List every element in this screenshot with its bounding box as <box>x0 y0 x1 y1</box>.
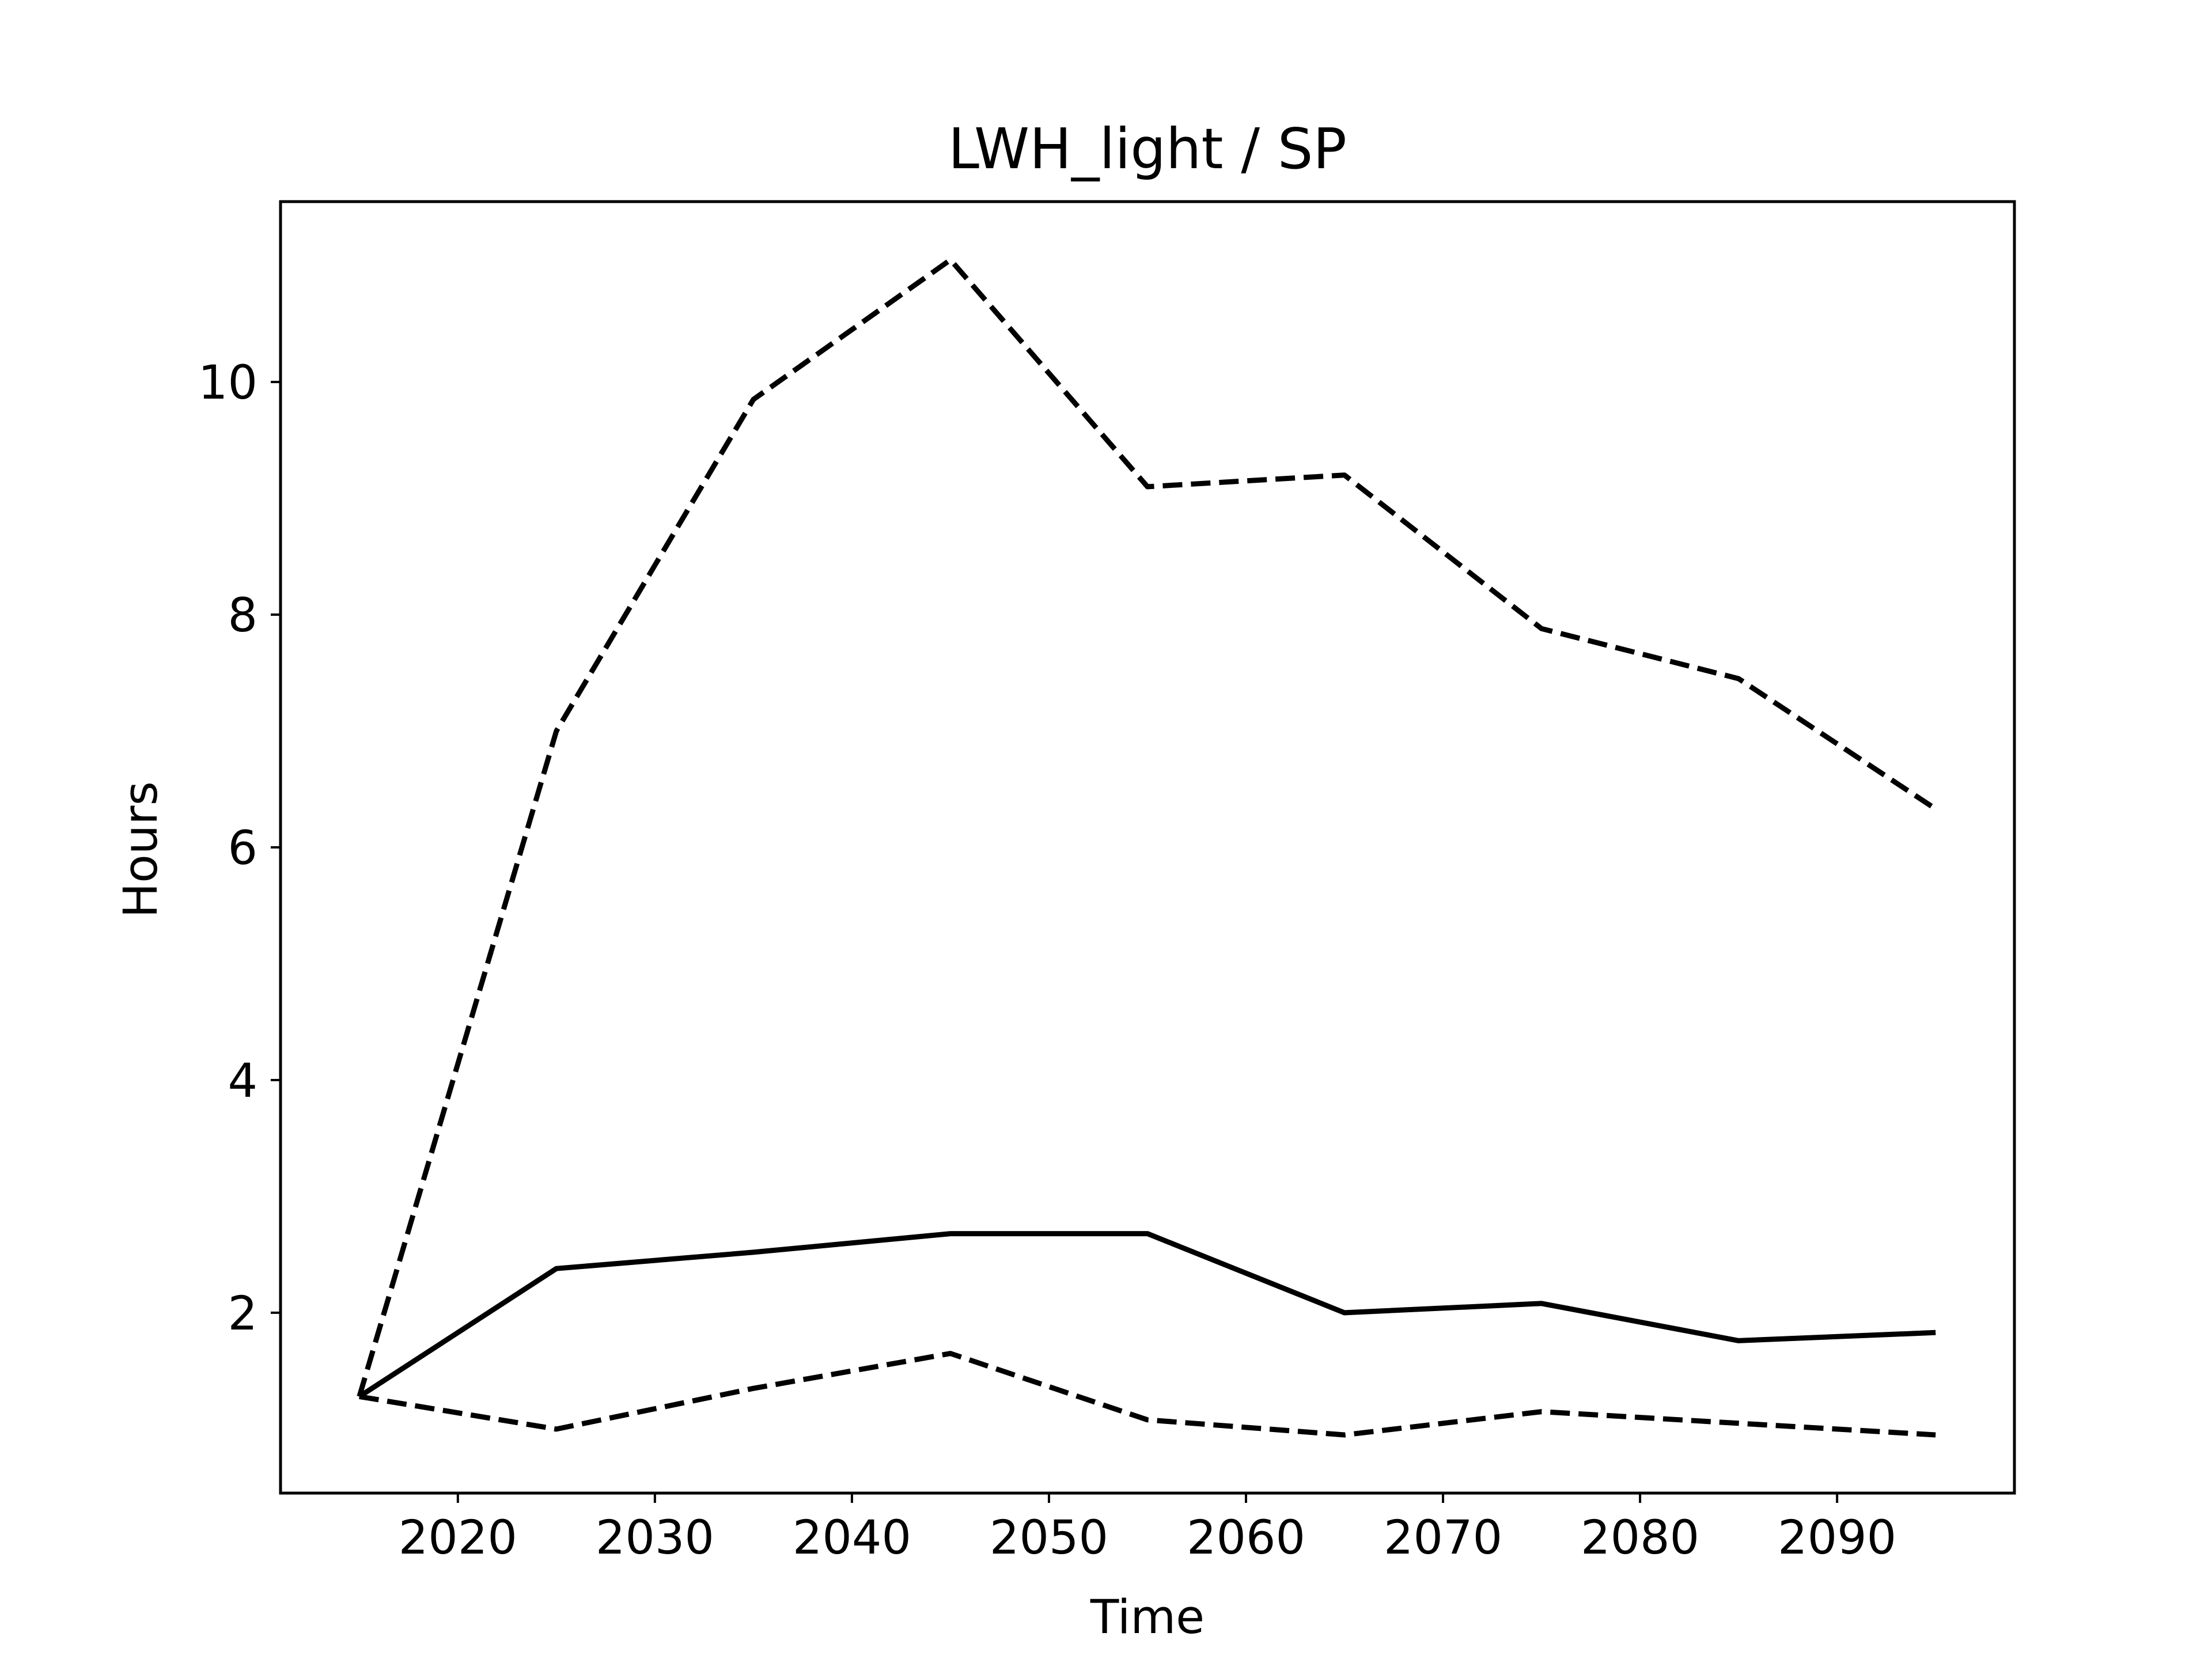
series-layer <box>357 257 1937 1438</box>
y-tick-label: 6 <box>228 821 257 876</box>
x-tick-label: 2080 <box>1581 1511 1699 1565</box>
chart-title: LWH_light / SP <box>948 116 1347 181</box>
x-tick-label: 2090 <box>1778 1511 1896 1565</box>
x-axis-label: Time <box>1090 1590 1205 1645</box>
y-tick-label: 8 <box>228 589 257 643</box>
x-axis: 2020 2030 2040 2050 2060 2070 2080 2090 <box>399 1493 1896 1565</box>
y-axis: 2 4 6 8 10 <box>198 356 281 1341</box>
y-tick-label: 10 <box>198 356 257 410</box>
x-tick-label: 2040 <box>793 1511 911 1565</box>
y-axis-label: Hours <box>114 781 168 918</box>
y-tick-label: 2 <box>228 1287 257 1341</box>
x-tick-label: 2020 <box>399 1511 517 1565</box>
x-tick-label: 2050 <box>990 1511 1108 1565</box>
series-line-3 <box>359 1351 1936 1438</box>
x-tick-label: 2070 <box>1384 1511 1502 1565</box>
x-tick-label: 2060 <box>1187 1511 1305 1565</box>
series-line-1 <box>358 1231 1936 1399</box>
series-line-2 <box>357 257 1937 1397</box>
x-tick-label: 2030 <box>596 1511 714 1565</box>
y-tick-label: 4 <box>228 1054 257 1108</box>
